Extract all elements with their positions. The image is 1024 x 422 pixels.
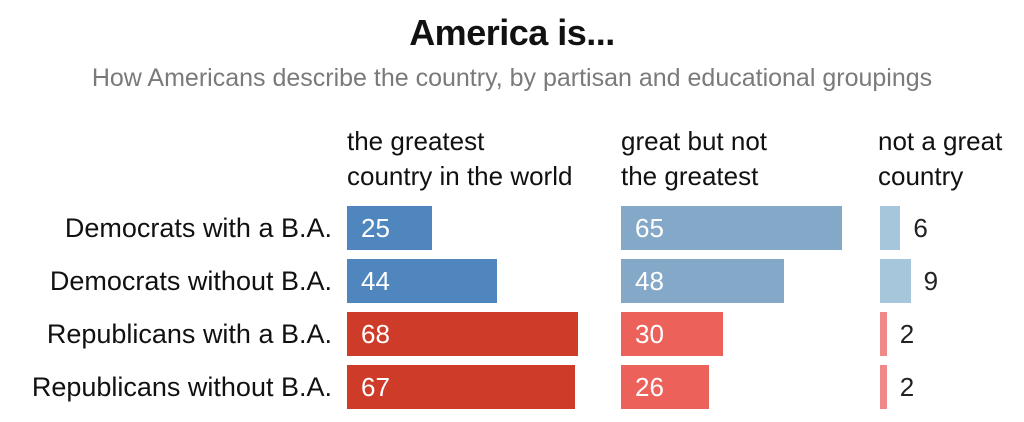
bar-value-label: 68 [361,319,390,349]
column-header-1: the greatest country in the world [347,124,572,194]
bar-value-label: 2 [899,372,915,402]
bar-value-label: 67 [361,372,390,402]
column-header-line: the greatest [621,161,759,191]
chart-title: America is... [409,12,615,53]
bar-value-label: 30 [635,319,664,349]
row-label: Democrats without B.A. [49,266,332,296]
bar-value-label: 65 [635,213,664,243]
column-header-line: country in the world [347,161,573,191]
bar [347,206,432,250]
bar-value-label: 44 [361,266,390,296]
bar [347,365,575,409]
bar-value-label: 48 [635,266,664,296]
column-header-3: not a great country [878,124,1002,194]
bar-value-label: 25 [361,213,390,243]
bar-value-label: 6 [913,213,928,243]
column-header-line: the greatest [347,126,485,156]
chart-subtitle: How Americans describe the country, by p… [91,64,933,92]
bar [621,206,842,250]
bar [347,312,579,356]
row-label: Republicans with a B.A. [46,319,332,349]
bar [880,365,887,409]
bar [880,206,901,250]
bar [880,259,911,303]
bar [621,365,710,409]
bar [621,259,785,303]
bar [347,259,497,303]
bar-value-label: 2 [899,319,915,349]
bar [880,312,887,356]
bar [621,312,723,356]
column-header-line: not a great [878,126,1003,156]
bar-value-label: 26 [635,372,664,402]
column-header-line: country [878,161,964,191]
column-header-2: great but not the greatest [621,124,767,194]
bar-value-label: 9 [923,266,939,296]
column-header-line: great but not [621,126,767,156]
row-label: Republicans without B.A. [31,372,332,402]
row-label: Democrats with a B.A. [64,213,332,243]
